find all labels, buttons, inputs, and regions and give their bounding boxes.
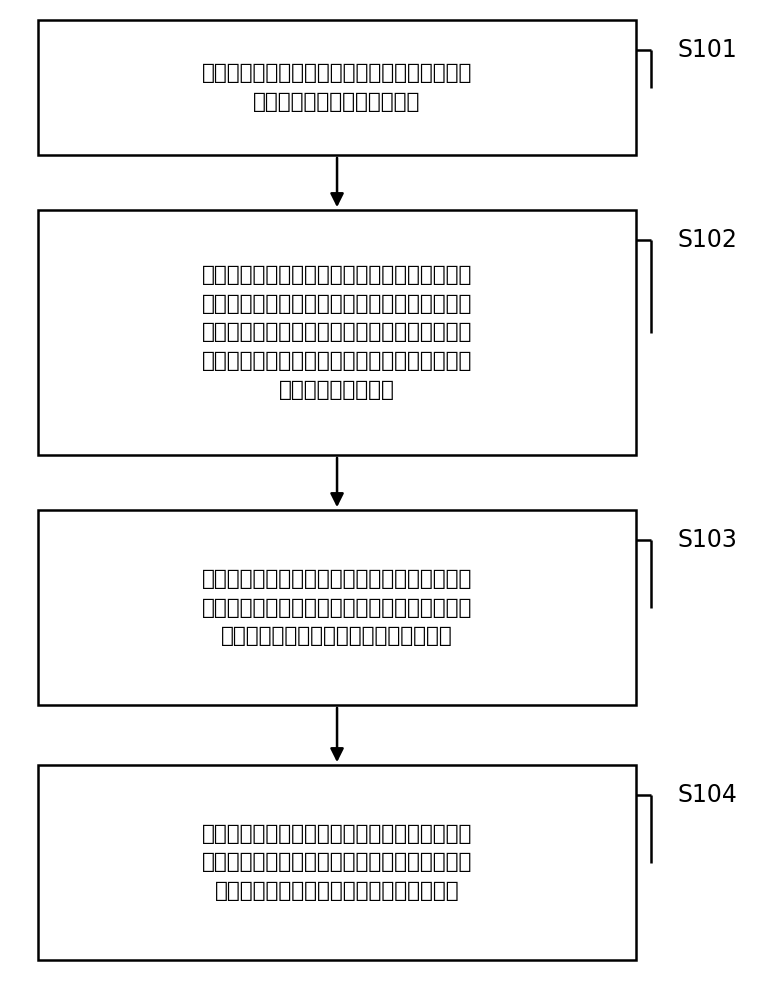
Text: 根据所述采样点区间的两个端点对应的经纬度坐
标以及位置标识，将所述设施设备对应的位置标
识转化为所述设施设备对应的经纬度坐标: 根据所述采样点区间的两个端点对应的经纬度坐 标以及位置标识，将所述设施设备对应的… xyxy=(202,569,472,646)
FancyBboxPatch shape xyxy=(38,20,636,155)
Text: 根据各所述设施设备对应的经纬度坐标、所述站
点集合以及所述线路采样点集合，创建用于管理
各所述设施设备的交通线路设施设备分布图: 根据各所述设施设备对应的经纬度坐标、所述站 点集合以及所述线路采样点集合，创建用… xyxy=(202,824,472,901)
Text: S102: S102 xyxy=(678,228,738,252)
FancyBboxPatch shape xyxy=(38,510,636,705)
FancyBboxPatch shape xyxy=(38,765,636,960)
FancyBboxPatch shape xyxy=(38,210,636,455)
Text: 获取目标交通线路对应的站点集合、线路采样点
集合以及待管理设施设备集合: 获取目标交通线路对应的站点集合、线路采样点 集合以及待管理设施设备集合 xyxy=(202,63,472,112)
Text: S103: S103 xyxy=(678,528,738,552)
Text: 针对所述待管理设施设备集合中的每一设施设备
，以距离该设施设备最近的站点为起始点，沿所
述起始点至该设施设备的方向，从所述线路采样
点集合中依次指定相邻的两个采: 针对所述待管理设施设备集合中的每一设施设备 ，以距离该设施设备最近的站点为起始点… xyxy=(202,265,472,400)
Text: S101: S101 xyxy=(678,38,738,62)
Text: S104: S104 xyxy=(678,783,738,807)
